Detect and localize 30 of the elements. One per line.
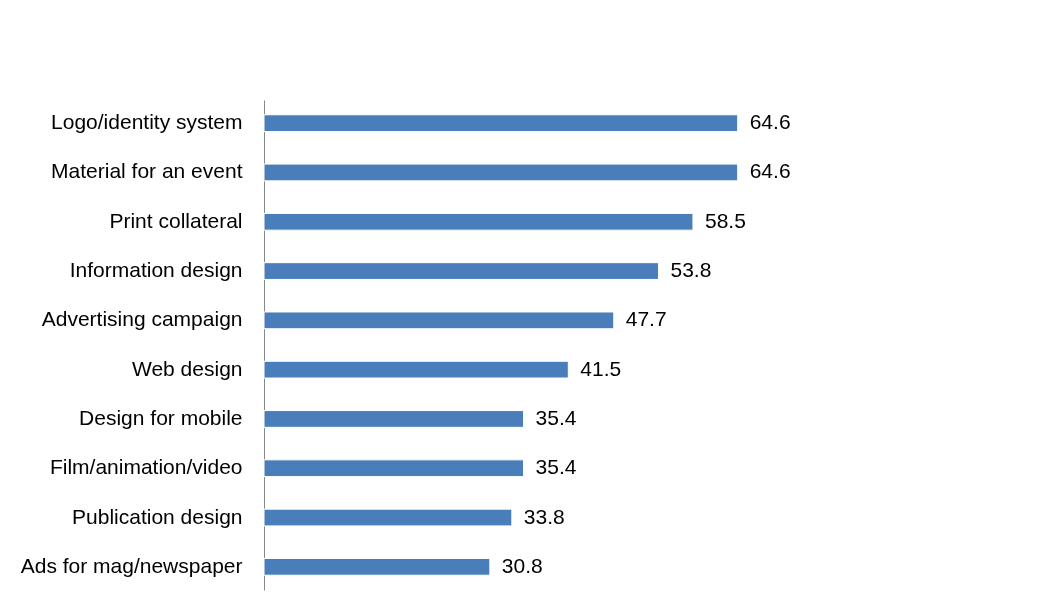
- bar: [263, 262, 659, 280]
- bar: [263, 311, 615, 330]
- data-label: 33.8: [523, 504, 565, 528]
- data-label: 30.8: [501, 553, 543, 577]
- bar: [263, 508, 513, 527]
- data-label: 64.6: [749, 110, 791, 134]
- data-label: 47.7: [625, 307, 667, 331]
- bar: [263, 557, 491, 576]
- data-label: 41.5: [580, 356, 622, 380]
- y-tick-label: Web design: [131, 356, 243, 380]
- data-label: 64.6: [749, 159, 791, 183]
- data-label: 35.4: [535, 405, 577, 429]
- y-tick-label: Material for an event: [51, 159, 243, 183]
- y-tick-label: Logo/identity system: [51, 110, 243, 134]
- y-tick-label: Ads for mag/newspaper: [20, 553, 243, 577]
- y-tick-label: Print collateral: [109, 208, 243, 232]
- bar: [263, 114, 739, 133]
- data-label: 53.8: [670, 258, 712, 282]
- y-tick-label: Publication design: [72, 504, 243, 528]
- y-tick-label: Advertising campaign: [41, 307, 243, 331]
- y-tick-label: Film/animation/video: [49, 455, 243, 479]
- bar: [263, 212, 694, 231]
- bar: [263, 459, 525, 478]
- data-label: 35.4: [535, 455, 577, 479]
- y-tick-label: Design for mobile: [79, 405, 243, 429]
- bar: [263, 410, 525, 428]
- bar: [263, 163, 739, 182]
- data-label: 58.5: [704, 208, 746, 232]
- bar: [263, 360, 569, 379]
- y-tick-label: Information design: [69, 258, 243, 282]
